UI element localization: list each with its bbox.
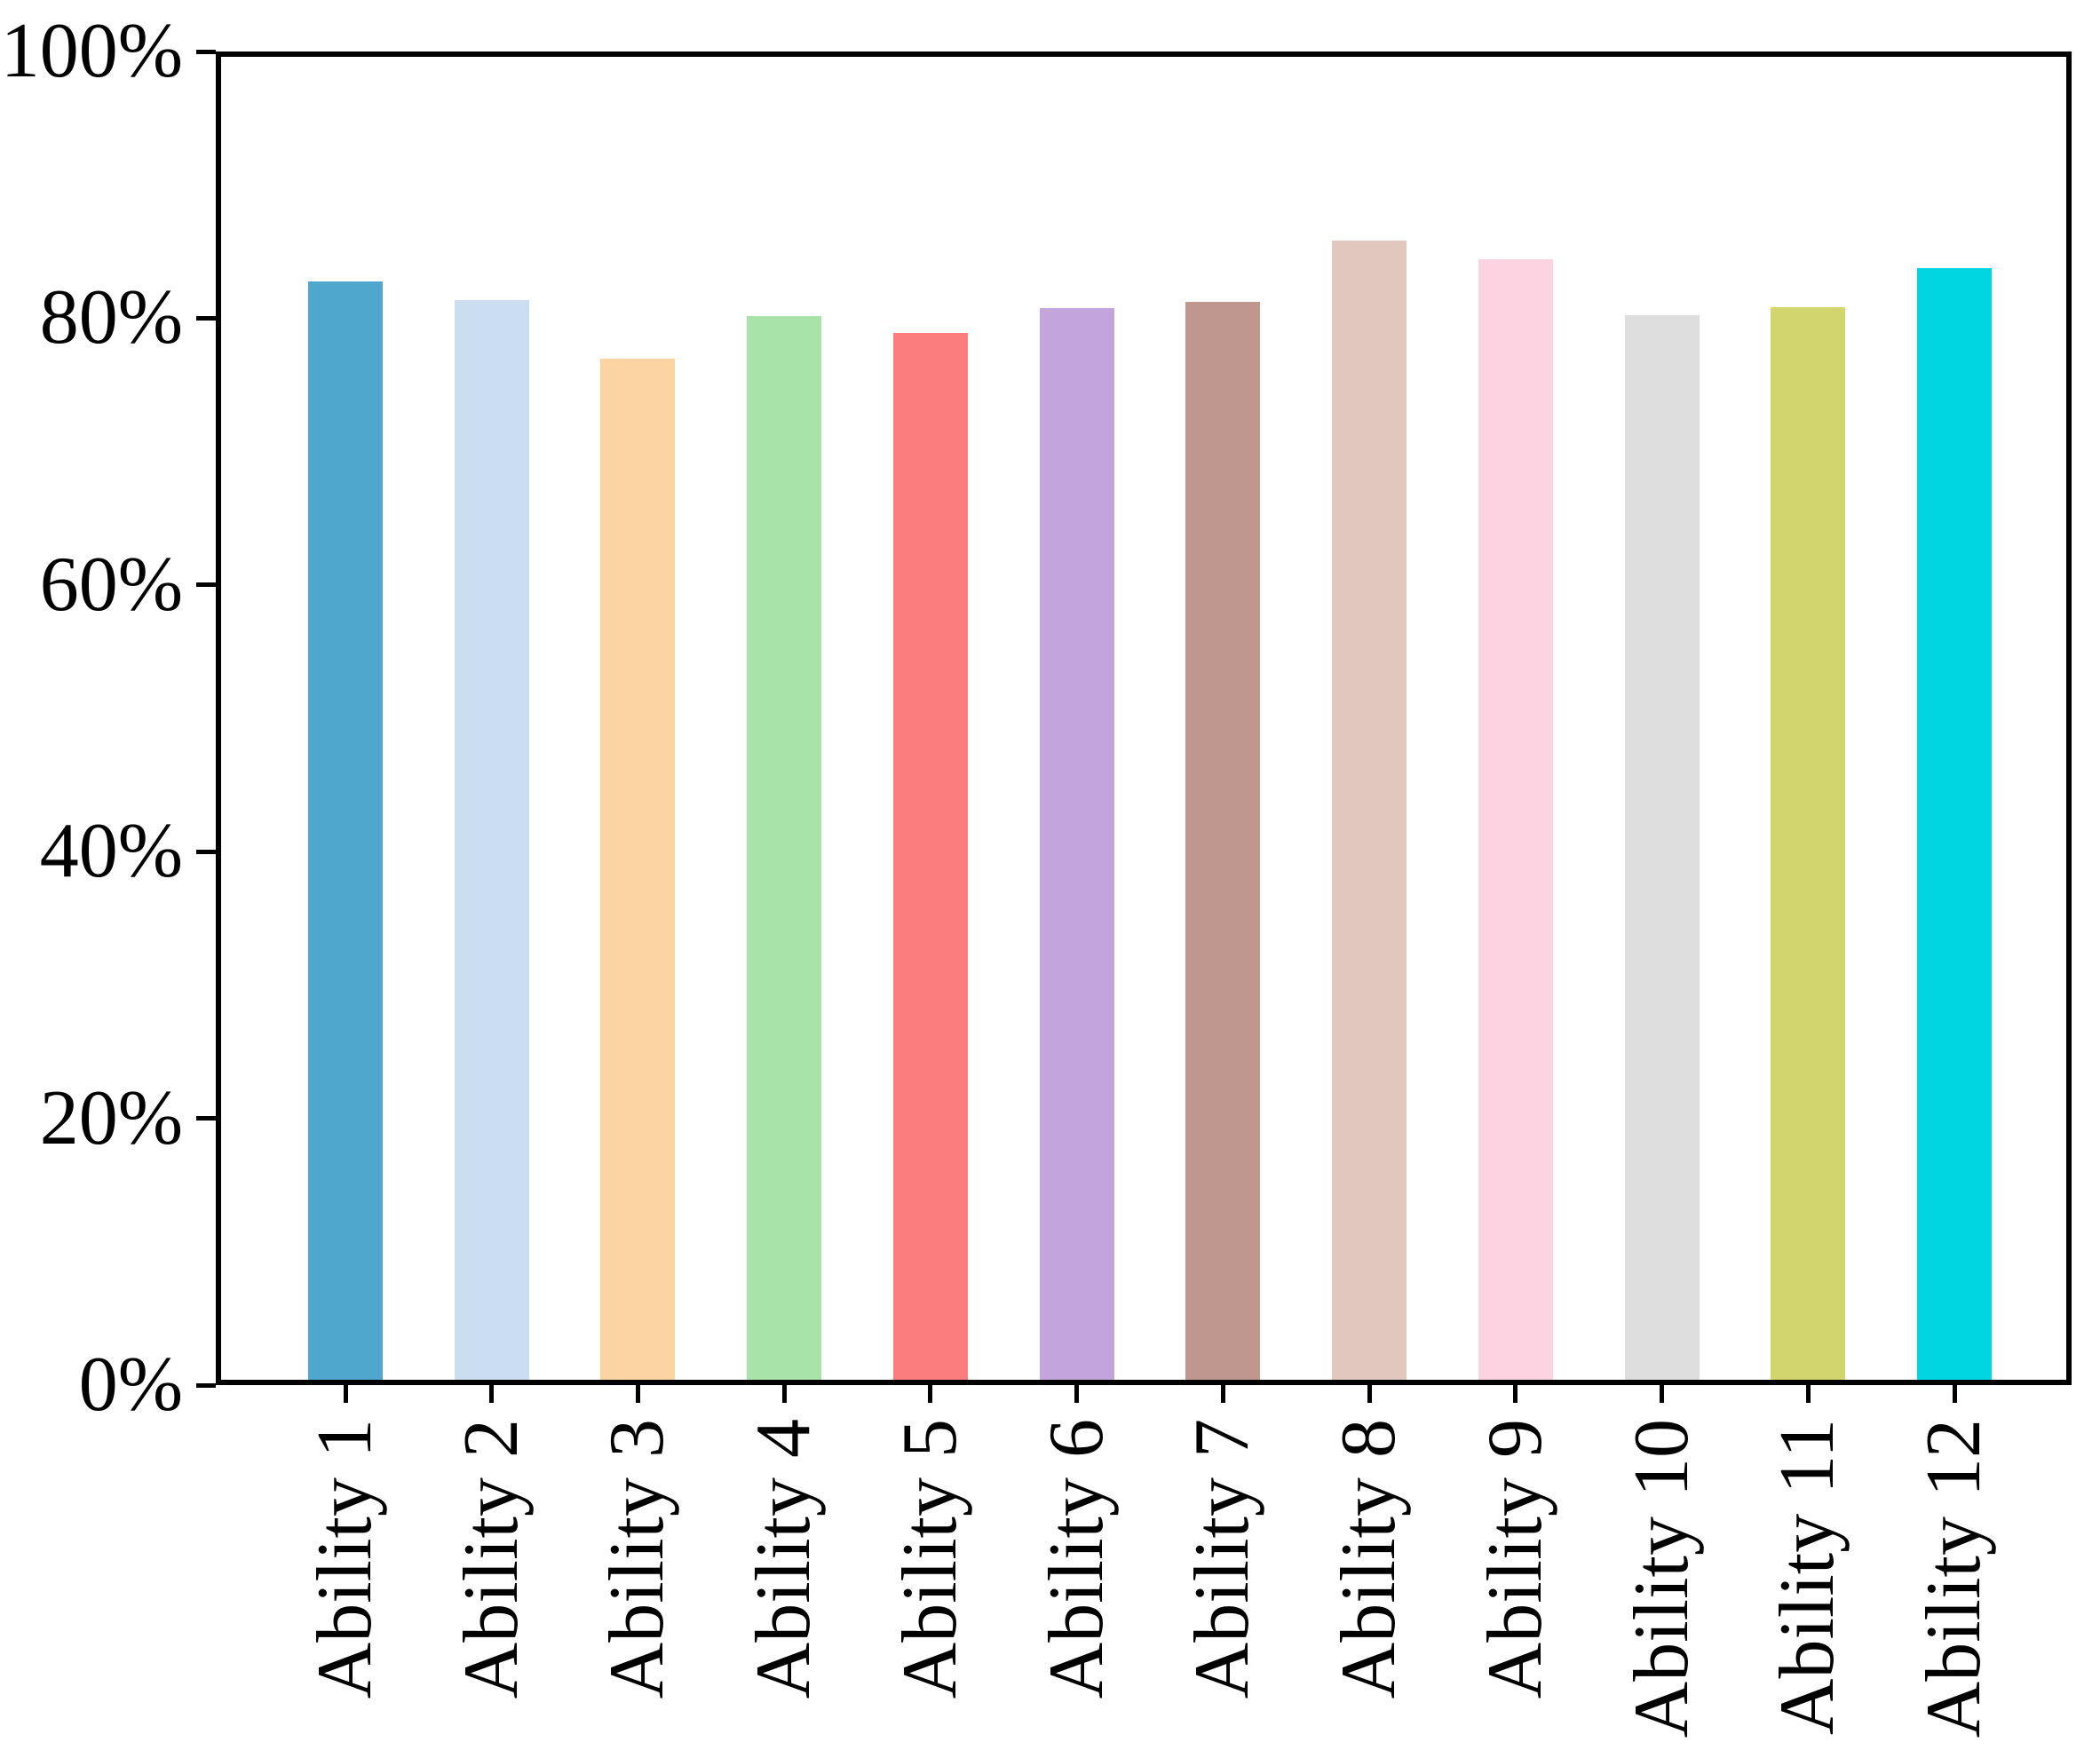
x-tick-label: Ability 2 — [448, 1419, 535, 1699]
x-tick-label: Ability 7 — [1179, 1419, 1266, 1699]
bar-ability-3 — [600, 358, 676, 1380]
bar-ability-4 — [747, 316, 822, 1380]
y-tick-label: 100% — [0, 8, 183, 94]
x-axis-tick — [781, 1385, 787, 1403]
bar-ability-11 — [1771, 306, 1846, 1380]
x-tick-label: Ability 10 — [1618, 1419, 1705, 1738]
x-axis-tick — [489, 1385, 495, 1403]
y-tick-label: 0% — [78, 1342, 183, 1428]
x-axis-tick — [635, 1385, 640, 1403]
bar-ability-9 — [1478, 258, 1553, 1380]
x-tick-label: Ability 6 — [1033, 1419, 1120, 1699]
y-tick-label: 20% — [39, 1074, 183, 1161]
bar-ability-8 — [1332, 241, 1407, 1380]
bar-ability-10 — [1624, 314, 1700, 1380]
y-axis-tick — [196, 315, 216, 321]
x-tick-label: Ability 1 — [302, 1419, 388, 1699]
y-axis-tick — [196, 849, 216, 854]
x-axis-tick — [343, 1385, 348, 1403]
x-axis-tick — [1660, 1385, 1665, 1403]
y-axis-tick — [196, 49, 216, 54]
x-tick-label: Ability 11 — [1764, 1419, 1851, 1736]
x-axis-tick — [928, 1385, 933, 1403]
x-tick-label: Ability 8 — [1326, 1419, 1413, 1699]
x-axis-tick — [1367, 1385, 1372, 1403]
x-axis-tick — [1074, 1385, 1080, 1403]
y-tick-label: 60% — [39, 541, 183, 628]
plot-area — [216, 51, 2072, 1385]
x-axis-tick — [1513, 1385, 1518, 1403]
x-tick-label: Ability 5 — [886, 1419, 973, 1699]
x-axis-tick — [1220, 1385, 1225, 1403]
x-axis-tick — [1952, 1385, 1957, 1403]
y-tick-label: 40% — [39, 808, 183, 895]
bar-ability-1 — [308, 281, 383, 1380]
x-tick-label: Ability 3 — [594, 1419, 681, 1699]
y-axis-tick — [196, 582, 216, 588]
x-tick-label: Ability 4 — [741, 1419, 828, 1699]
x-axis-tick — [1805, 1385, 1811, 1403]
y-axis-tick — [196, 1382, 216, 1388]
bar-ability-7 — [1185, 301, 1261, 1380]
bar-ability-6 — [1039, 308, 1114, 1380]
x-tick-label: Ability 12 — [1911, 1419, 1998, 1738]
y-tick-label: 80% — [39, 274, 183, 361]
y-axis-tick — [196, 1116, 216, 1121]
bar-ability-5 — [892, 333, 968, 1380]
bar-ability-12 — [1917, 268, 1993, 1380]
x-tick-label: Ability 9 — [1471, 1419, 1558, 1699]
bar-ability-2 — [454, 300, 529, 1380]
